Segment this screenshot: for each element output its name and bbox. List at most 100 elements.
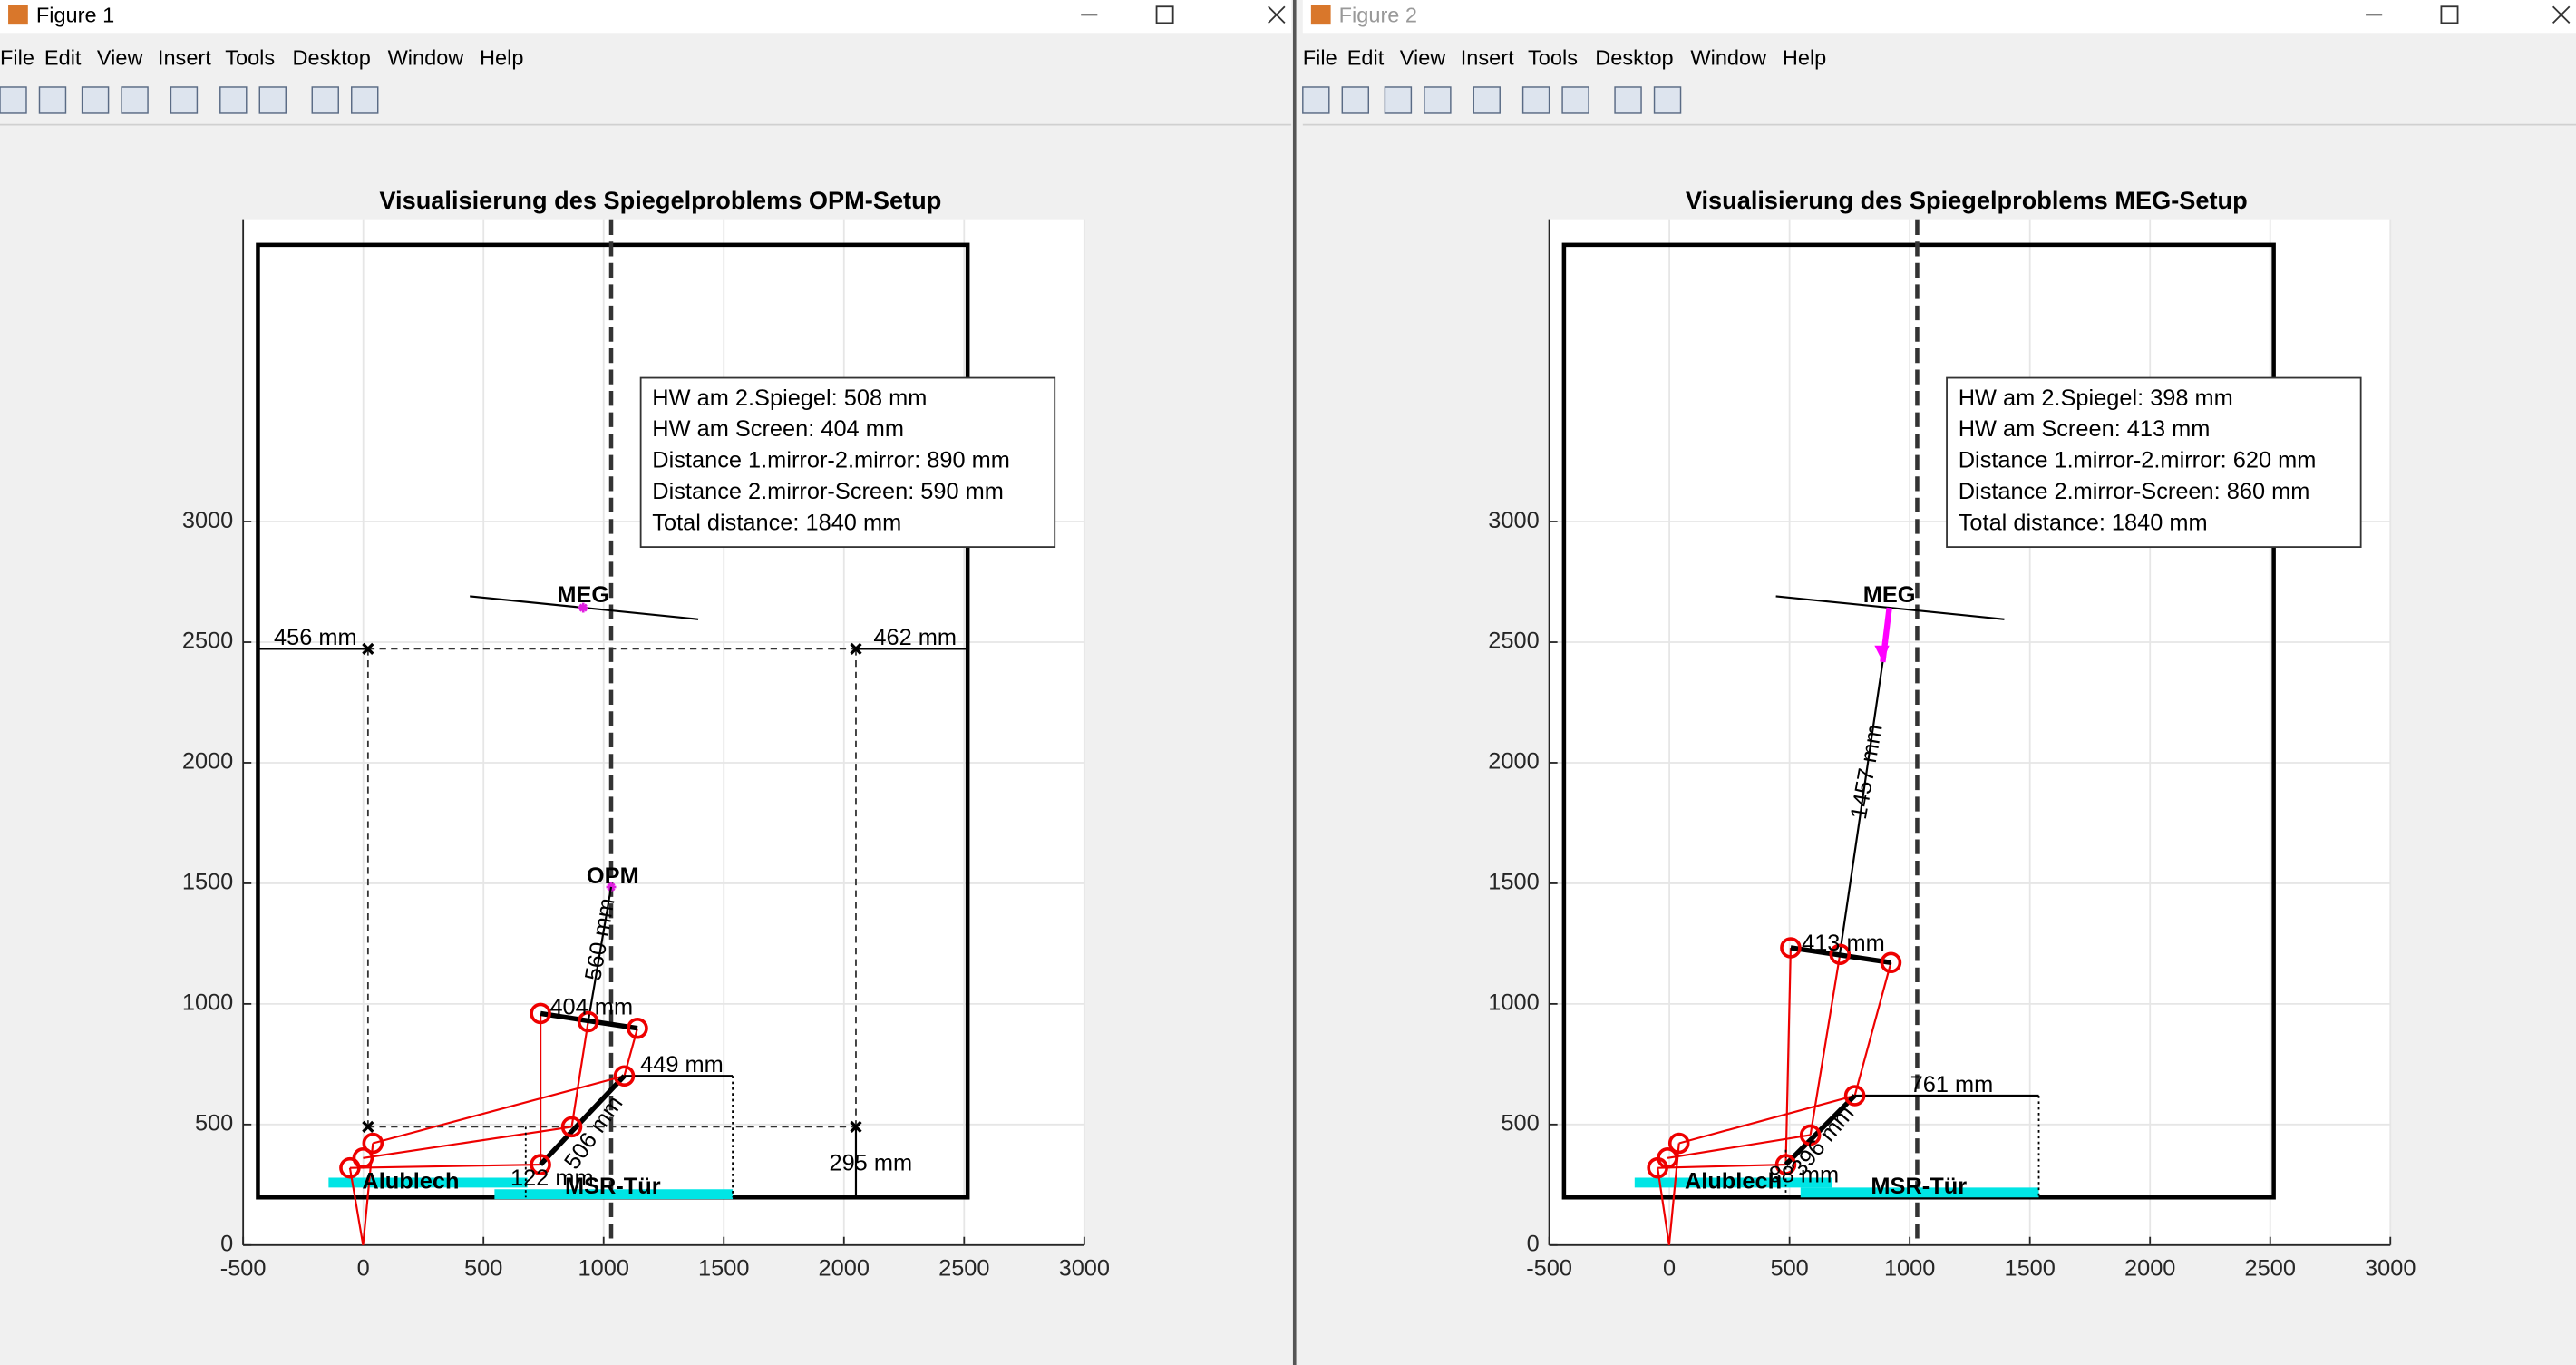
y-tick-label: 500 <box>195 1111 233 1136</box>
x-tick-label: 3000 <box>1059 1256 1110 1282</box>
menu-item[interactable]: File <box>1303 45 1337 69</box>
mirror-edge <box>530 1002 551 1025</box>
x-tick-label: 2000 <box>819 1256 870 1282</box>
mirror-edge <box>1880 951 1902 974</box>
toolbar-button[interactable] <box>1341 86 1370 114</box>
window-icon <box>8 5 28 25</box>
toolbar-button[interactable] <box>1424 86 1452 114</box>
mirror-edge <box>627 1017 648 1039</box>
info-line: Distance 2.mirror-Screen: 860 mm <box>1959 479 2310 504</box>
menu-item[interactable]: Help <box>1783 45 1826 69</box>
menu-item[interactable]: View <box>1400 45 1447 69</box>
menu-item[interactable]: Insert <box>1461 45 1514 69</box>
menu-item[interactable]: View <box>97 45 144 69</box>
ray <box>1678 1094 1855 1145</box>
info-line: HW am 2.Spiegel: 398 mm <box>1959 385 2233 411</box>
toolbar-button[interactable] <box>1614 86 1642 114</box>
info-line: Total distance: 1840 mm <box>1959 510 2208 535</box>
ray <box>570 1021 589 1127</box>
menu-item[interactable]: Tools <box>225 45 275 69</box>
x-tick-label: 500 <box>1770 1256 1808 1282</box>
toolbar-button[interactable] <box>311 86 339 114</box>
info-line: Distance 1.mirror-2.mirror: 890 mm <box>652 448 1010 473</box>
x-tick-label: 2000 <box>2124 1256 2175 1282</box>
ray <box>1657 1163 1786 1169</box>
title-bar <box>0 0 1292 34</box>
plot-label: 462 mm <box>873 625 957 650</box>
ray <box>363 1126 572 1159</box>
menu-item[interactable]: Tools <box>1528 45 1578 69</box>
plot-label: 413 mm <box>1802 931 1885 956</box>
y-tick-label: 0 <box>1527 1231 1540 1256</box>
x-tick-label: 1000 <box>578 1256 629 1282</box>
y-tick-label: 1500 <box>182 870 233 895</box>
toolbar-button[interactable] <box>258 86 287 114</box>
mirror-edge <box>1843 1085 1866 1107</box>
toolbar-button[interactable] <box>81 86 110 114</box>
menu-item[interactable]: Desktop <box>293 45 371 69</box>
mirror-edge <box>362 1132 384 1155</box>
measure-line <box>587 886 613 1022</box>
toolbar-button[interactable] <box>1473 86 1501 114</box>
close-button[interactable] <box>2552 5 2571 24</box>
x-tick-label: 0 <box>1663 1256 1676 1282</box>
mirror-edge <box>1829 943 1852 966</box>
plot-label: Alublech <box>362 1169 459 1194</box>
menu-item[interactable]: Desktop <box>1595 45 1673 69</box>
y-tick-label: 2000 <box>182 749 233 775</box>
ray <box>1809 954 1842 1136</box>
plot-label: 761 mm <box>1910 1072 1994 1097</box>
toolbar-button[interactable] <box>0 86 27 114</box>
plot-label: 88 mm <box>1769 1162 1840 1187</box>
menu-item[interactable]: Edit <box>1347 45 1385 69</box>
y-tick-label: 2500 <box>182 629 233 654</box>
y-tick-label: 3000 <box>1488 508 1539 533</box>
corner-marker <box>850 642 862 655</box>
plot-label: 122 mm <box>510 1165 594 1191</box>
menu-bar <box>1302 34 2576 81</box>
mirror-edge <box>1667 1132 1690 1155</box>
info-line: Total distance: 1840 mm <box>652 510 901 535</box>
measure-line <box>1839 661 1884 953</box>
y-tick-label: 500 <box>1501 1111 1539 1136</box>
menu-item[interactable]: File <box>0 45 34 69</box>
x-tick-label: 1500 <box>698 1256 749 1282</box>
menu-item[interactable]: Insert <box>158 45 211 69</box>
plot-label: MSR-Tür <box>1871 1174 1967 1199</box>
menu-item[interactable]: Edit <box>44 45 82 69</box>
mirror-edge <box>1774 1154 1797 1175</box>
menu-item[interactable]: Window <box>388 45 465 69</box>
menu-item[interactable]: Help <box>480 45 523 69</box>
window-title: Figure 2 <box>1339 3 1417 26</box>
mirror <box>1790 945 1891 965</box>
measure-line <box>1775 595 2005 620</box>
toolbar-button[interactable] <box>1521 86 1550 114</box>
y-tick-label: 1000 <box>182 990 233 1016</box>
maximize-button[interactable] <box>1155 5 1174 24</box>
toolbar-button[interactable] <box>1561 86 1589 114</box>
x-tick-label: -500 <box>1526 1256 1572 1282</box>
maximize-button[interactable] <box>2440 5 2459 24</box>
y-tick-label: 2500 <box>1488 629 1539 654</box>
info-line: HW am 2.Spiegel: 508 mm <box>652 385 927 411</box>
toolbar-button[interactable] <box>351 86 379 114</box>
x-tick-label: 2500 <box>2245 1256 2296 1282</box>
toolbar-button[interactable] <box>1302 86 1330 114</box>
toolbar-button[interactable] <box>38 86 67 114</box>
window-icon <box>1310 5 1331 25</box>
menu-item[interactable]: Window <box>1690 45 1767 69</box>
toolbar-button[interactable] <box>121 86 149 114</box>
ray <box>1784 947 1793 1165</box>
toolbar-button[interactable] <box>1384 86 1413 114</box>
window-title: Figure 1 <box>36 3 114 26</box>
toolbar-button[interactable] <box>219 86 248 114</box>
toolbar-button[interactable] <box>1653 86 1682 114</box>
info-box <box>1946 376 2362 548</box>
x-tick-label: 2500 <box>938 1256 989 1282</box>
close-button[interactable] <box>1268 5 1286 24</box>
toolbar-button[interactable] <box>170 86 199 114</box>
mirror-edge <box>613 1065 636 1087</box>
plot-label: MEG <box>1863 582 1916 608</box>
